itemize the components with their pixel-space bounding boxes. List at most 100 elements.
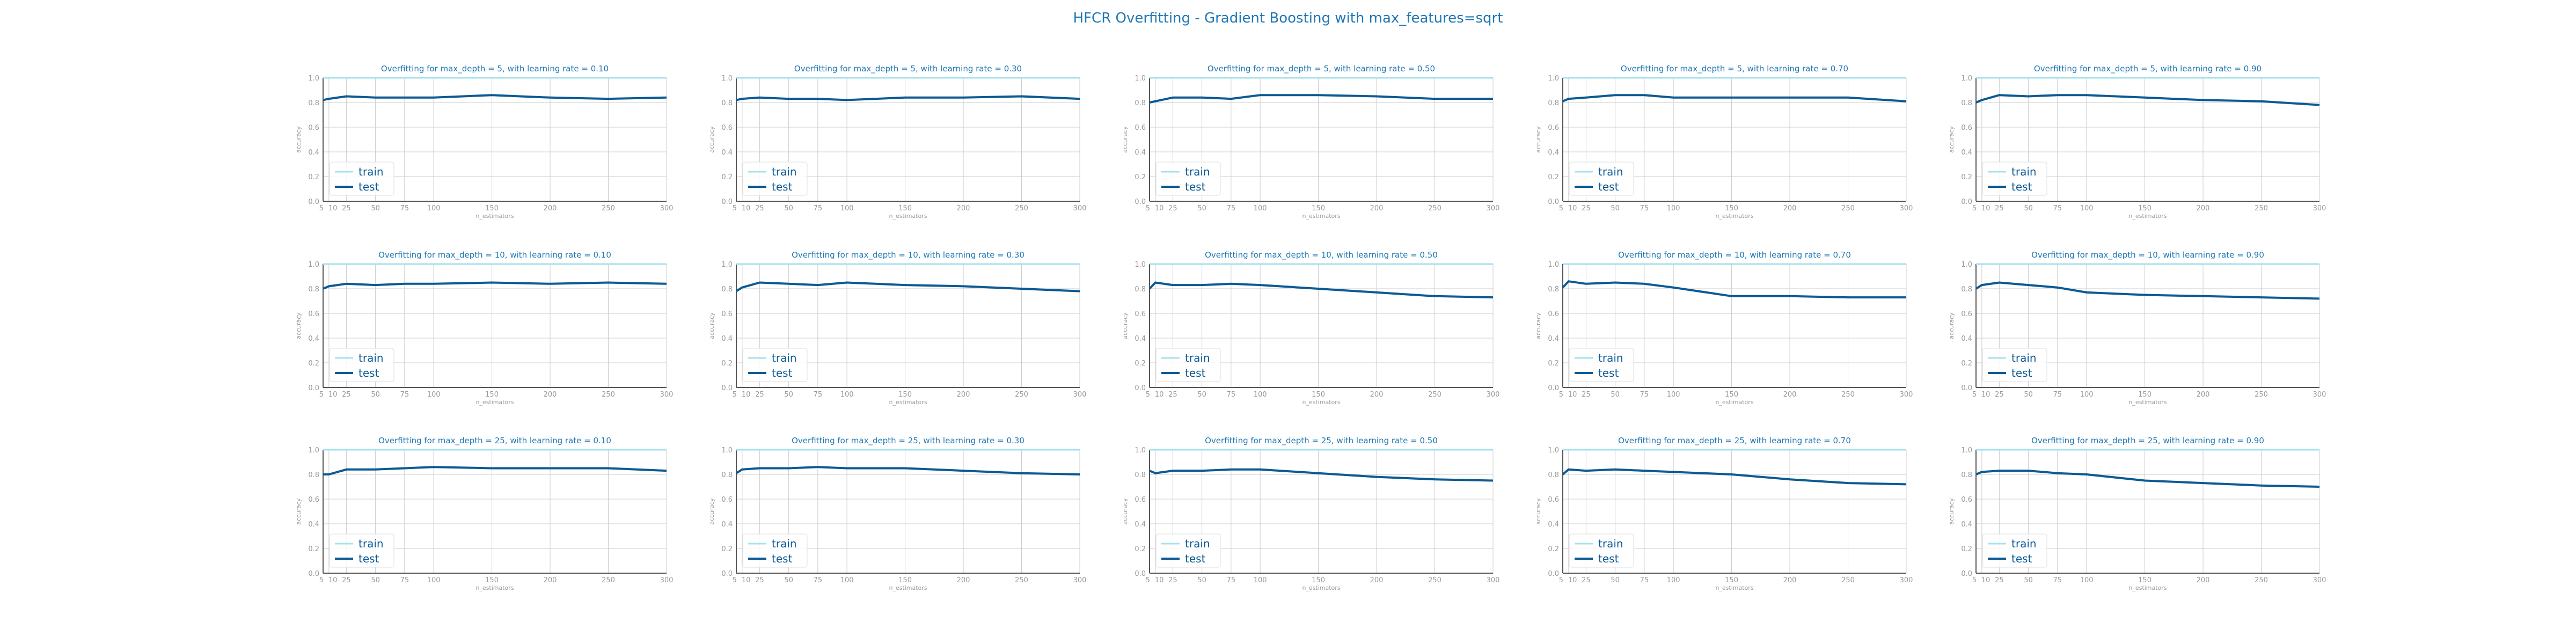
y-tick-label: 0.0	[1135, 198, 1146, 206]
y-tick-label: 1.0	[1961, 261, 1972, 269]
x-tick-label: 5	[319, 391, 324, 399]
x-tick-label: 100	[1254, 204, 1267, 213]
y-tick-label: 0.8	[721, 286, 733, 294]
series-line-test	[1562, 280, 1906, 299]
y-axis-label: accuracy	[1122, 126, 1129, 153]
y-tick-label: 0.6	[721, 310, 733, 318]
x-tick-label: 10	[1568, 576, 1577, 584]
x-tick-label: 250	[1015, 391, 1028, 399]
series-line-test	[323, 94, 667, 101]
x-tick-label: 50	[784, 576, 793, 584]
legend: train test	[1982, 533, 2047, 568]
legend-label-train: train	[772, 165, 797, 178]
subplot-grid: Overfitting for max_depth = 5, with lear…	[295, 64, 2326, 591]
x-tick-label: 5	[1972, 204, 1977, 213]
y-tick-label: 0.8	[1961, 286, 1972, 294]
y-tick-label: 0.2	[308, 545, 319, 553]
legend-label-test: test	[358, 367, 379, 379]
x-tick-label: 150	[2138, 576, 2151, 584]
subplot-title: Overfitting for max_depth = 25, with lea…	[1618, 436, 1851, 446]
y-tick-label: 1.0	[721, 75, 733, 83]
y-tick-label: 0.2	[721, 360, 733, 368]
y-tick-label: 0.4	[1961, 521, 1972, 529]
subplot-title: Overfitting for max_depth = 25, with lea…	[2031, 436, 2264, 446]
x-tick-label: 300	[2313, 204, 2326, 213]
x-tick-label: 10	[1568, 391, 1577, 399]
x-tick-label: 200	[1783, 576, 1797, 584]
legend-label-test: test	[358, 180, 379, 193]
y-axis-label: accuracy	[1948, 126, 1955, 153]
subplot-title: Overfitting for max_depth = 10, with lea…	[378, 250, 611, 260]
x-tick-label: 25	[1168, 391, 1177, 399]
y-tick-label: 0.4	[721, 149, 733, 157]
x-tick-label: 5	[1146, 391, 1150, 399]
y-tick-label: 0.0	[1961, 570, 1972, 578]
legend: train test	[1155, 162, 1221, 196]
x-tick-label: 5	[1972, 576, 1977, 584]
y-tick-label: 1.0	[308, 261, 319, 269]
legend-label-test: test	[772, 552, 793, 565]
legend-label-train: train	[2011, 165, 2037, 178]
legend: train test	[329, 162, 394, 196]
legend: train test	[742, 348, 808, 382]
y-axis-label: accuracy	[1535, 498, 1542, 525]
x-axis-label: n_estimators	[889, 399, 927, 406]
x-tick-label: 50	[371, 391, 380, 399]
y-tick-label: 1.0	[1548, 447, 1559, 455]
y-axis-label: accuracy	[295, 312, 302, 339]
x-tick-label: 200	[957, 576, 970, 584]
x-tick-label: 100	[2080, 391, 2094, 399]
x-tick-label: 200	[2197, 204, 2210, 213]
x-tick-label: 75	[2053, 391, 2062, 399]
x-tick-label: 300	[1487, 204, 1500, 213]
y-tick-label: 0.6	[308, 124, 319, 132]
subplot-2-4: Overfitting for max_depth = 10, with lea…	[1535, 250, 1913, 406]
y-tick-label: 0.2	[308, 173, 319, 181]
y-axis-label: accuracy	[1948, 312, 1955, 339]
y-tick-label: 1.0	[721, 447, 733, 455]
legend-label-train: train	[1185, 537, 1210, 550]
y-tick-label: 1.0	[1548, 75, 1559, 83]
legend: train test	[1569, 162, 1634, 196]
y-axis-label: accuracy	[1948, 498, 1955, 525]
x-tick-label: 25	[1168, 576, 1177, 584]
x-tick-label: 200	[1370, 576, 1384, 584]
x-tick-label: 100	[427, 391, 441, 399]
series-line-test	[323, 281, 667, 290]
x-tick-label: 5	[319, 576, 324, 584]
x-tick-label: 300	[660, 576, 674, 584]
x-tick-label: 250	[1428, 576, 1441, 584]
subplot-title: Overfitting for max_depth = 10, with lea…	[792, 250, 1024, 260]
x-tick-label: 50	[784, 204, 793, 213]
y-tick-label: 0.2	[1961, 173, 1972, 181]
subplot-1-4: Overfitting for max_depth = 5, with lear…	[1535, 64, 1913, 219]
subplot-title: Overfitting for max_depth = 25, with lea…	[1205, 436, 1438, 446]
subplot-title: Overfitting for max_depth = 10, with lea…	[1205, 250, 1438, 260]
x-tick-label: 10	[742, 576, 751, 584]
legend: train test	[329, 348, 394, 382]
y-tick-label: 0.0	[1961, 198, 1972, 206]
x-axis-label: n_estimators	[889, 213, 927, 219]
legend: train test	[1982, 162, 2047, 196]
legend-label-test: test	[1598, 367, 1619, 379]
x-tick-label: 50	[371, 204, 380, 213]
x-tick-label: 50	[1611, 391, 1620, 399]
y-tick-label: 0.6	[1961, 310, 1972, 318]
y-tick-label: 0.8	[1135, 471, 1146, 479]
series-line-test	[1975, 281, 2320, 300]
y-axis-label: accuracy	[1535, 312, 1542, 339]
x-tick-label: 5	[733, 576, 737, 584]
subplot-title: Overfitting for max_depth = 5, with lear…	[1621, 64, 1848, 74]
x-axis-label: n_estimators	[889, 584, 927, 591]
x-tick-label: 5	[733, 204, 737, 213]
y-tick-label: 0.6	[1961, 124, 1972, 132]
x-tick-label: 250	[1841, 204, 1855, 213]
x-tick-label: 200	[1370, 391, 1384, 399]
subplot-title: Overfitting for max_depth = 10, with lea…	[1618, 250, 1851, 260]
x-tick-label: 75	[1640, 576, 1649, 584]
legend: train test	[1982, 348, 2047, 382]
legend-label-test: test	[358, 552, 379, 565]
x-tick-label: 250	[602, 576, 615, 584]
legend-label-train: train	[358, 352, 384, 364]
